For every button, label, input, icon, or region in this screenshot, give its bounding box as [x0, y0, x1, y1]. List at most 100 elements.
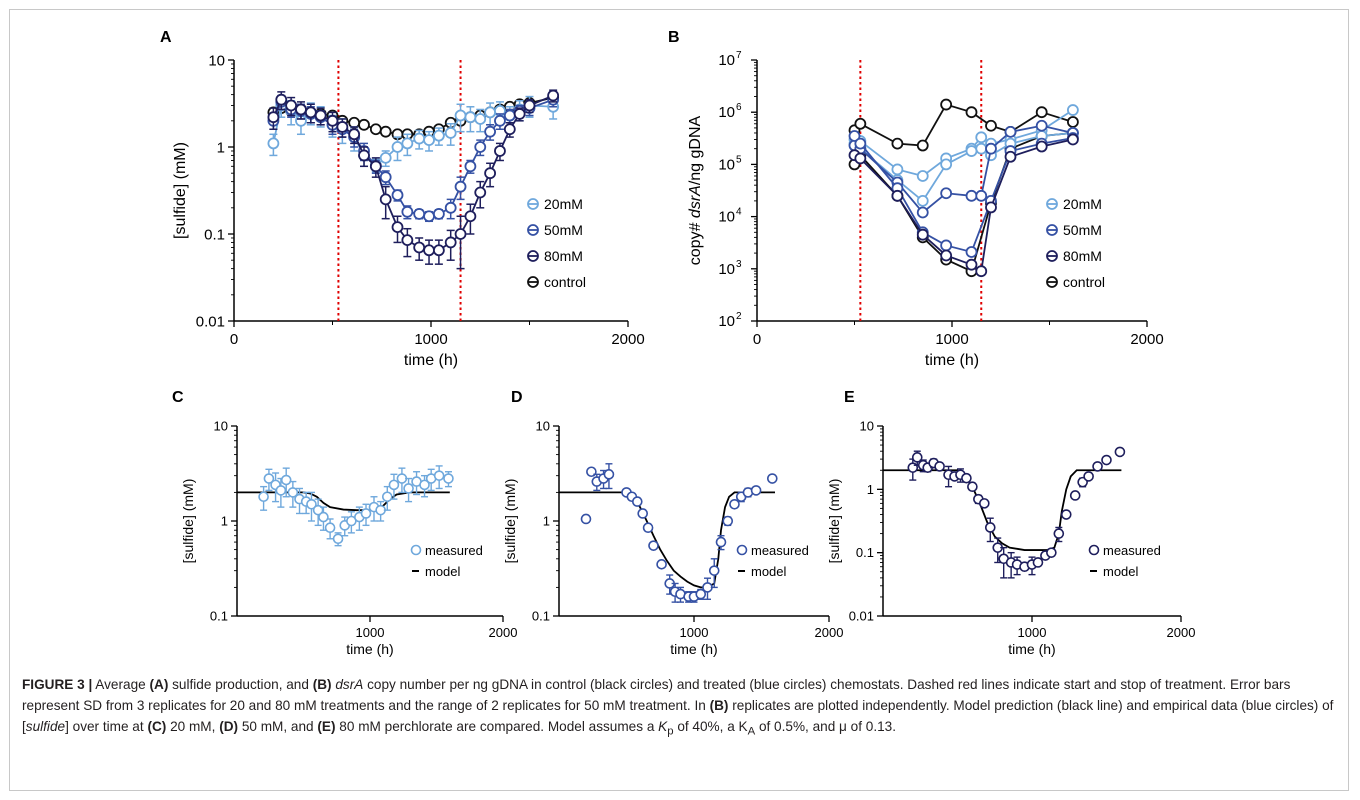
panel-letter: D [511, 389, 523, 406]
data-point [432, 129, 445, 142]
model-line [559, 491, 775, 589]
data-point [656, 559, 667, 570]
legend-label: model [751, 564, 787, 579]
series-line [853, 132, 1073, 273]
data-point [1032, 557, 1044, 568]
data-point [280, 474, 292, 486]
data-point [1067, 104, 1079, 116]
data-point [975, 265, 988, 278]
x-axis-label: time (h) [925, 352, 979, 369]
data-point [358, 118, 370, 131]
data-point [961, 472, 972, 484]
data-point [401, 234, 414, 247]
data-point [443, 473, 454, 484]
y-axis-label-part: /ng gDNA [687, 115, 704, 185]
data-point [916, 170, 929, 182]
data-point [474, 141, 487, 153]
data-point [432, 244, 445, 257]
data-point [318, 511, 329, 523]
panel-letter: C [172, 389, 184, 406]
data-point [454, 228, 467, 240]
caption-text: 20 mM, [166, 719, 220, 734]
caption-ka-sub: A [747, 725, 756, 738]
data-point [979, 498, 990, 509]
data-point [1035, 106, 1048, 119]
data-point [444, 236, 457, 249]
data-point [523, 99, 536, 112]
data-point [1060, 509, 1072, 520]
legend-label: 20mM [1063, 196, 1102, 212]
caption-text: of 0.5%, and μ of 0.13. [755, 719, 897, 734]
data-point [985, 142, 997, 155]
data-point [263, 473, 275, 484]
data-point [391, 189, 404, 201]
y-tick-exponent: 5 [736, 154, 742, 165]
data-point [295, 103, 307, 116]
x-tick-label: 1000 [935, 331, 968, 348]
x-axis-label: time (h) [346, 641, 393, 657]
data-point [1101, 454, 1112, 466]
caption-text: Average [92, 677, 150, 692]
y-axis-label-part: dsrA [687, 185, 704, 218]
y-tick-label: 10 [214, 419, 228, 434]
y-tick-label: 0.01 [849, 609, 874, 624]
data-point [940, 158, 953, 171]
data-point [423, 244, 435, 257]
data-point [891, 189, 904, 202]
data-point [464, 111, 477, 124]
data-point [348, 128, 361, 141]
data-point [715, 536, 727, 548]
data-point [848, 130, 861, 142]
data-point [454, 180, 467, 193]
caption-text: copy number per ng gDNA in control (blac… [22, 677, 1291, 713]
data-point [702, 582, 713, 593]
caption-ref-b: (B) [709, 698, 729, 713]
data-point [750, 485, 762, 496]
x-tick-label: 0 [230, 331, 238, 348]
data-point [985, 201, 997, 214]
legend-label: 50mM [1063, 222, 1102, 238]
data-point [360, 508, 372, 519]
data-point [891, 137, 904, 150]
chart-panel-a: A 0.01 0.1 1 10 0 1000 2000 time (h) [sulfide] (m… [160, 29, 645, 369]
y-tick-label: 0.1 [204, 226, 225, 243]
data-point [432, 208, 445, 220]
data-point [965, 106, 978, 119]
data-point [722, 515, 734, 527]
chart-panel-d: D 0.1 1 10 1000 2000 time (h) [sulfide] (mM) mea… [502, 389, 843, 657]
caption-kp-sub: p [667, 725, 674, 738]
data-point [934, 461, 945, 472]
data-point [940, 187, 953, 200]
data-point [494, 114, 506, 127]
chart-panel-c: C 0.1 1 10 1000 2000 time (h) [sulfide] (mM) mea… [172, 389, 517, 657]
caption-ref-b: (B) [312, 677, 332, 692]
caption-ref-e: (E) [317, 719, 336, 734]
y-tick-label: 10 [718, 104, 735, 121]
data-point [916, 194, 929, 207]
data-point [484, 106, 497, 119]
caption-ref-c: (C) [147, 719, 167, 734]
y-tick-label: 1 [221, 514, 228, 529]
data-point [379, 125, 392, 138]
data-point [854, 117, 867, 130]
series-line [854, 138, 1074, 273]
series-line [853, 103, 1074, 147]
data-point [369, 160, 382, 173]
data-point [916, 139, 929, 152]
legend-marker [736, 544, 748, 556]
data-point [1067, 116, 1079, 128]
caption-text: replicates are plotted independently. Mo… [22, 698, 1334, 734]
data-point [484, 167, 497, 180]
data-point [503, 123, 516, 136]
data-point [388, 479, 400, 491]
y-tick-label: 10 [718, 209, 735, 226]
x-tick-label: 0 [753, 331, 761, 348]
data-point [444, 201, 457, 214]
x-tick-label: 2000 [489, 625, 518, 640]
data-point [464, 160, 477, 173]
y-tick-label: 1 [867, 482, 874, 497]
chart-panel-e: E 0.01 0.1 1 10 1000 2000 time (h) [sulfide] (mM… [826, 389, 1195, 657]
data-point [916, 206, 929, 219]
